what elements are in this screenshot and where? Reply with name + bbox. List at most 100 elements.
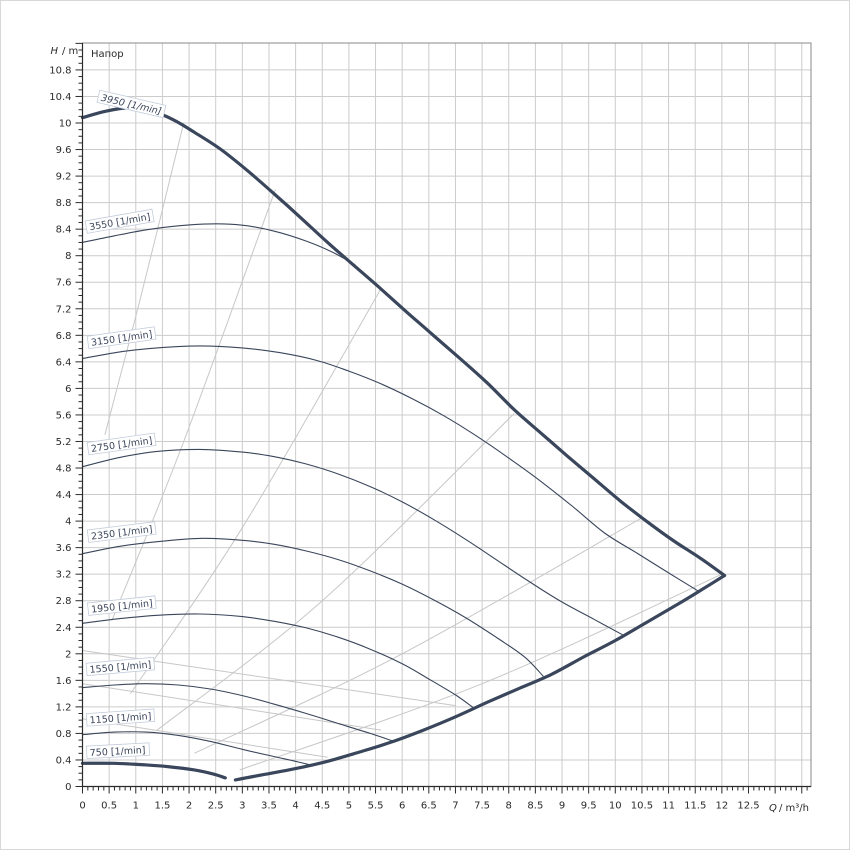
x-tick-label: 1.5	[154, 801, 170, 812]
x-tick-label: 2.5	[208, 801, 224, 812]
x-tick-label: 6	[399, 801, 405, 812]
curve-2750	[82, 448, 624, 636]
y-tick-label: 3.2	[56, 570, 72, 581]
y-tick-label: 8	[65, 251, 71, 262]
y-tick-label: 9.2	[56, 172, 72, 183]
y-tick-label: 7.2	[56, 304, 72, 315]
x-tick-label: 12	[715, 801, 728, 812]
curve-lower-boundary	[233, 573, 727, 782]
curve-labels: 3950 [1/min]3550 [1/min]3150 [1/min]2750…	[84, 89, 167, 760]
guide-line	[104, 122, 185, 435]
x-tick-label: 9.5	[581, 801, 597, 812]
y-tick-label: 2	[65, 649, 71, 660]
y-tick-label: 6	[65, 384, 71, 395]
y-tick-label: 4.4	[56, 490, 72, 501]
guide-line	[82, 683, 381, 731]
x-tick-label: 0.5	[101, 801, 117, 812]
x-tick-label: 7.5	[474, 801, 490, 812]
x-tick-label: 1	[133, 801, 139, 812]
guide-line	[194, 517, 643, 754]
curve-1550	[82, 683, 395, 742]
curve-label-box	[87, 595, 157, 616]
curve-label-box	[86, 432, 157, 456]
curve-label-text: 750 [1/min]	[89, 745, 145, 759]
grid-lines	[82, 43, 811, 787]
x-tick-label: 5	[346, 801, 352, 812]
curve-label-text: 1550 [1/min]	[89, 660, 152, 676]
curve-label-2350: 2350 [1/min]	[86, 521, 157, 543]
x-tick-label: 0	[79, 801, 85, 812]
curve-label-box	[86, 326, 157, 350]
y-tick-label: 2.4	[56, 623, 72, 634]
x-axis-title-unit: / m³/h	[779, 803, 809, 814]
curve-label-box	[86, 521, 157, 543]
y-tick-label: 5.6	[56, 410, 72, 421]
x-tick-label: 6.5	[421, 801, 437, 812]
guide-line	[130, 288, 382, 694]
curve-1950	[82, 613, 475, 709]
y-tick-label: 0.4	[56, 755, 72, 766]
y-tick-label: 0.8	[56, 729, 72, 740]
axis-tick-labels: 0 0.5 1 1.5 2 2.5 3 3.5 4 4.5 5 5.5 6 6.5 7 7.5 8 8.5 9 9.5…	[49, 65, 759, 811]
speed-curves	[80, 106, 727, 782]
y-tick-label: 4.8	[56, 464, 72, 475]
y-tick-label: 1.2	[56, 702, 72, 713]
curve-label-1550: 1550 [1/min]	[85, 656, 156, 677]
axis-ticks	[75, 42, 808, 794]
x-tick-label: 5.5	[368, 801, 384, 812]
curve-label-3950: 3950 [1/min]	[96, 89, 167, 119]
y-tick-label: 7.6	[56, 278, 72, 289]
x-tick-label: 9	[559, 801, 565, 812]
curve-3950	[80, 106, 727, 578]
x-tick-label: 11	[662, 801, 675, 812]
y-tick-label: 10.8	[49, 65, 71, 76]
curve-label-2750: 2750 [1/min]	[86, 432, 157, 456]
curve-label-750: 750 [1/min]	[85, 742, 151, 760]
plot-corner-label: Напор	[91, 49, 124, 60]
y-axis-title-symbol: H	[50, 46, 58, 57]
y-tick-label: 5.2	[56, 437, 72, 448]
y-tick-label: 3.6	[56, 543, 72, 554]
curve-label-1950: 1950 [1/min]	[87, 595, 157, 616]
y-tick-label: 4	[65, 517, 71, 528]
x-tick-label: 10	[609, 801, 622, 812]
guide-line	[239, 573, 723, 771]
x-tick-label: 3	[239, 801, 245, 812]
guide-line	[82, 718, 328, 758]
y-tick-label: 2.8	[56, 596, 72, 607]
y-tick-label: 9.6	[56, 145, 72, 156]
x-tick-label: 10.5	[631, 801, 653, 812]
curve-label-1150: 1150 [1/min]	[85, 708, 156, 727]
y-tick-label: 10	[59, 119, 72, 130]
y-tick-label: 6.8	[56, 331, 72, 342]
x-tick-label: 4.5	[314, 801, 330, 812]
curve-label-text: 1150 [1/min]	[89, 711, 151, 726]
guide-line	[111, 189, 276, 621]
curve-3150	[82, 345, 699, 592]
y-tick-label: 10.4	[49, 92, 71, 103]
curve-label-box	[96, 89, 167, 119]
curve-label-text: 2350 [1/min]	[91, 524, 154, 542]
curve-label-box	[85, 708, 156, 727]
y-tick-label: 8.8	[56, 198, 72, 209]
x-tick-label: 2	[186, 801, 192, 812]
guide-line	[156, 413, 515, 731]
y-tick-label: 1.6	[56, 676, 72, 687]
x-axis-title-symbol: Q	[769, 803, 777, 814]
curve-label-3150: 3150 [1/min]	[86, 326, 157, 350]
x-tick-label: 12.5	[737, 801, 759, 812]
x-tick-label: 8	[506, 801, 512, 812]
y-axis-title-unit: / m	[62, 46, 78, 57]
x-tick-label: 7	[452, 801, 458, 812]
curve-label-box	[85, 656, 156, 677]
x-tick-label: 8.5	[527, 801, 543, 812]
x-tick-label: 3.5	[261, 801, 277, 812]
x-tick-label: 4	[292, 801, 298, 812]
curve-1150	[82, 731, 312, 766]
curve-2350	[82, 537, 544, 677]
curve-750	[80, 761, 227, 780]
curve-3550	[82, 223, 356, 266]
x-tick-label: 11.5	[684, 801, 706, 812]
y-tick-label: 8.4	[56, 225, 72, 236]
